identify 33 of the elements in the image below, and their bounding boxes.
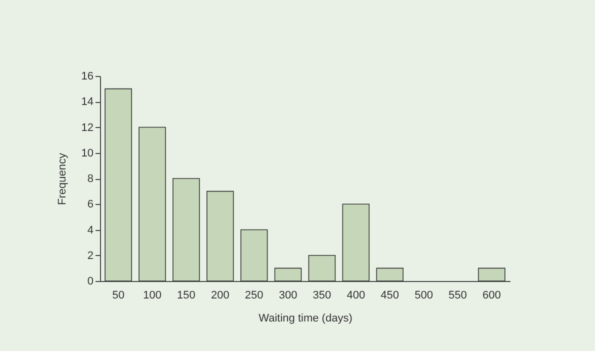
bar: [274, 268, 302, 282]
x-tick-label: 100: [143, 290, 162, 302]
y-tick-label: 0: [87, 276, 94, 288]
y-tick-label: 8: [87, 173, 94, 185]
y-tick-label: 14: [81, 96, 94, 108]
bar: [240, 229, 268, 282]
y-tick-label: 2: [87, 250, 94, 262]
y-tick-label: 6: [87, 198, 94, 211]
bar: [478, 268, 506, 282]
x-tick-label: 600: [482, 290, 501, 302]
y-tick-label: 16: [81, 70, 94, 82]
y-tick-label: 12: [81, 122, 94, 134]
x-tick-label: 550: [448, 290, 467, 302]
x-tick-label: 450: [380, 290, 400, 302]
bar: [206, 190, 234, 282]
x-axis-title: Waiting time (days): [258, 312, 352, 324]
bar: [172, 178, 200, 282]
x-tick-label: 500: [414, 290, 433, 302]
x-tick-label: 250: [244, 290, 264, 302]
y-tick-label: 10: [81, 147, 94, 160]
x-tick-label: 200: [210, 290, 230, 302]
y-tick-label: 4: [87, 224, 94, 236]
x-tick-label: 150: [177, 290, 196, 302]
bar: [342, 204, 370, 282]
bar: [104, 88, 132, 282]
y-axis-title: Frequency: [56, 152, 68, 205]
x-tick-label: 400: [346, 290, 366, 302]
x-tick-label: 300: [278, 290, 298, 302]
bar: [376, 268, 404, 282]
x-tick-label: 50: [112, 290, 124, 302]
x-tick-label: 350: [312, 290, 332, 302]
bar: [138, 126, 166, 282]
bar: [308, 254, 336, 282]
